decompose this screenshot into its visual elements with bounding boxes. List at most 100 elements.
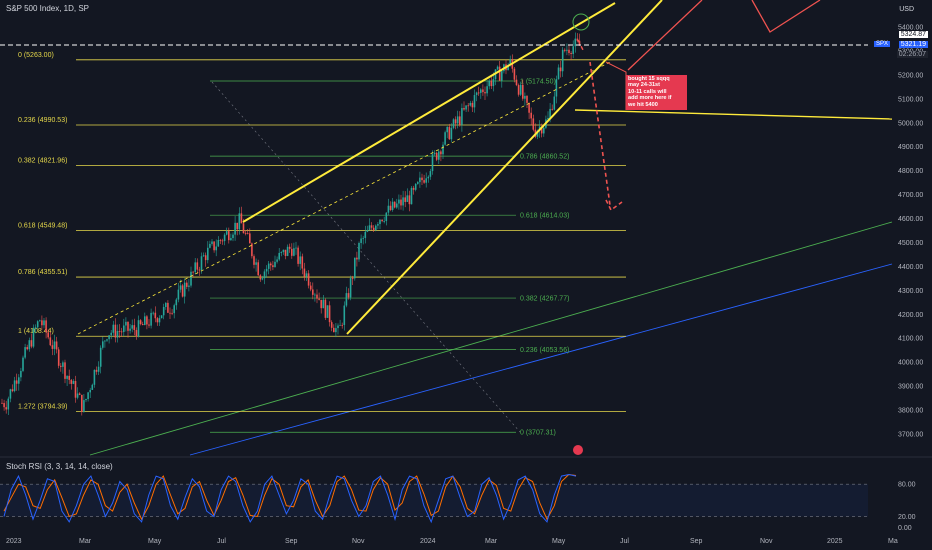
- candle-body: [477, 92, 480, 94]
- candle-body: [9, 389, 12, 399]
- candle-body: [465, 105, 467, 110]
- chart-title: S&P 500 Index, 1D, SP: [6, 4, 90, 13]
- candle-body: [492, 79, 495, 87]
- candle-body: [118, 331, 121, 332]
- candle-body: [316, 294, 318, 299]
- candle-body: [473, 95, 476, 108]
- candle-body: [274, 261, 276, 268]
- candle-body: [173, 305, 175, 314]
- fib-small-label-3: 0.382 (4267.77): [520, 296, 569, 303]
- price-axis-tick-11: 4800.00: [898, 168, 923, 175]
- fib-small-label-4: 0.236 (4053.56): [520, 347, 569, 354]
- time-axis-tick-5: Nov: [352, 538, 365, 545]
- candle-body: [408, 195, 411, 205]
- candle-body: [179, 285, 182, 290]
- stoch-axis-tick-0: 0.00: [898, 525, 912, 532]
- candle-body: [349, 278, 352, 298]
- candle-body: [167, 302, 169, 313]
- candle-body: [141, 323, 144, 326]
- candle-body: [379, 219, 381, 225]
- candle-body: [53, 341, 56, 349]
- candle-body: [108, 335, 110, 340]
- candle-body: [244, 233, 247, 234]
- candle-body: [106, 339, 108, 341]
- candle-body: [490, 80, 493, 87]
- price-axis-tick-6: 4300.00: [898, 288, 923, 295]
- candle-body: [330, 322, 333, 328]
- candle-body: [72, 381, 75, 384]
- candle-body: [183, 282, 186, 297]
- candle-body: [389, 205, 392, 211]
- time-axis-tick-4: Sep: [285, 538, 298, 545]
- candle-body: [148, 324, 150, 326]
- candle-body: [414, 183, 417, 190]
- countdown-tag: 02:26:07: [896, 51, 928, 58]
- candle-body: [381, 219, 383, 222]
- candle-body: [95, 369, 98, 372]
- candle-body: [190, 271, 192, 286]
- candle-body: [475, 92, 478, 96]
- candle-body: [305, 273, 308, 277]
- fib-large-label-1: 0.236 (4990.53): [18, 117, 67, 124]
- candle-body: [293, 248, 295, 256]
- candle-body: [64, 362, 66, 379]
- stoch-k-line: [3, 473, 577, 524]
- candle-body: [55, 341, 58, 350]
- candle-body: [530, 112, 532, 119]
- candle-body: [368, 225, 371, 230]
- time-axis-tick-11: Nov: [760, 538, 773, 545]
- stoch-axis-tick-2: 80.00: [898, 482, 916, 489]
- candle-body: [175, 299, 178, 306]
- candle-body: [240, 213, 243, 224]
- candle-body: [404, 197, 406, 202]
- price-axis-tick-14: 5100.00: [898, 96, 923, 103]
- candle-body: [104, 340, 106, 342]
- candle-body: [204, 255, 207, 261]
- candle-body: [11, 389, 14, 392]
- candle-body: [471, 102, 474, 108]
- time-axis-tick-1: Mar: [79, 538, 92, 545]
- indicator-label: Stoch RSI (3, 3, 14, 14, close): [6, 462, 113, 471]
- candle-body: [515, 79, 518, 86]
- candle-body: [99, 347, 102, 367]
- candle-body: [114, 324, 117, 338]
- candle-body: [39, 320, 41, 322]
- candle-body: [324, 299, 327, 318]
- candle-body: [156, 318, 159, 323]
- candle-body: [123, 325, 125, 332]
- time-axis-tick-0: 2023: [6, 538, 22, 545]
- annotation-note[interactable]: bought 15 sqqq may 24-31st 10-11 calls w…: [626, 75, 687, 110]
- time-axis-tick-13: Ma: [888, 538, 898, 545]
- candle-body: [110, 332, 112, 336]
- candle-body: [309, 285, 312, 290]
- candle-body: [234, 222, 236, 235]
- candle-body: [362, 237, 364, 239]
- candle-body: [89, 389, 91, 393]
- candle-body: [74, 381, 77, 398]
- candle-body: [370, 225, 373, 228]
- candle-body: [57, 349, 60, 366]
- candle-body: [431, 154, 434, 172]
- candle-body: [49, 337, 52, 346]
- candle-body: [543, 127, 545, 134]
- fib-small-label-5: 0 (3707.31): [520, 430, 556, 437]
- candle-body: [131, 325, 133, 329]
- candle-body: [377, 224, 379, 226]
- candle-body: [43, 320, 45, 326]
- candle-body: [165, 302, 167, 307]
- candle-body: [547, 117, 549, 120]
- candle-body: [15, 380, 18, 384]
- candle-body: [146, 316, 148, 325]
- candle-body: [343, 305, 346, 326]
- candle-body: [276, 259, 278, 262]
- channel-line-green: [89, 221, 893, 456]
- fib-small-label-0: 1 (5174.50): [520, 78, 556, 85]
- candle-body: [318, 298, 320, 300]
- candle-body: [387, 205, 390, 213]
- candle-body: [51, 345, 54, 349]
- candle-body: [364, 231, 367, 238]
- candle-body: [354, 257, 356, 279]
- candle-body: [186, 282, 188, 287]
- time-axis-tick-7: Mar: [485, 538, 498, 545]
